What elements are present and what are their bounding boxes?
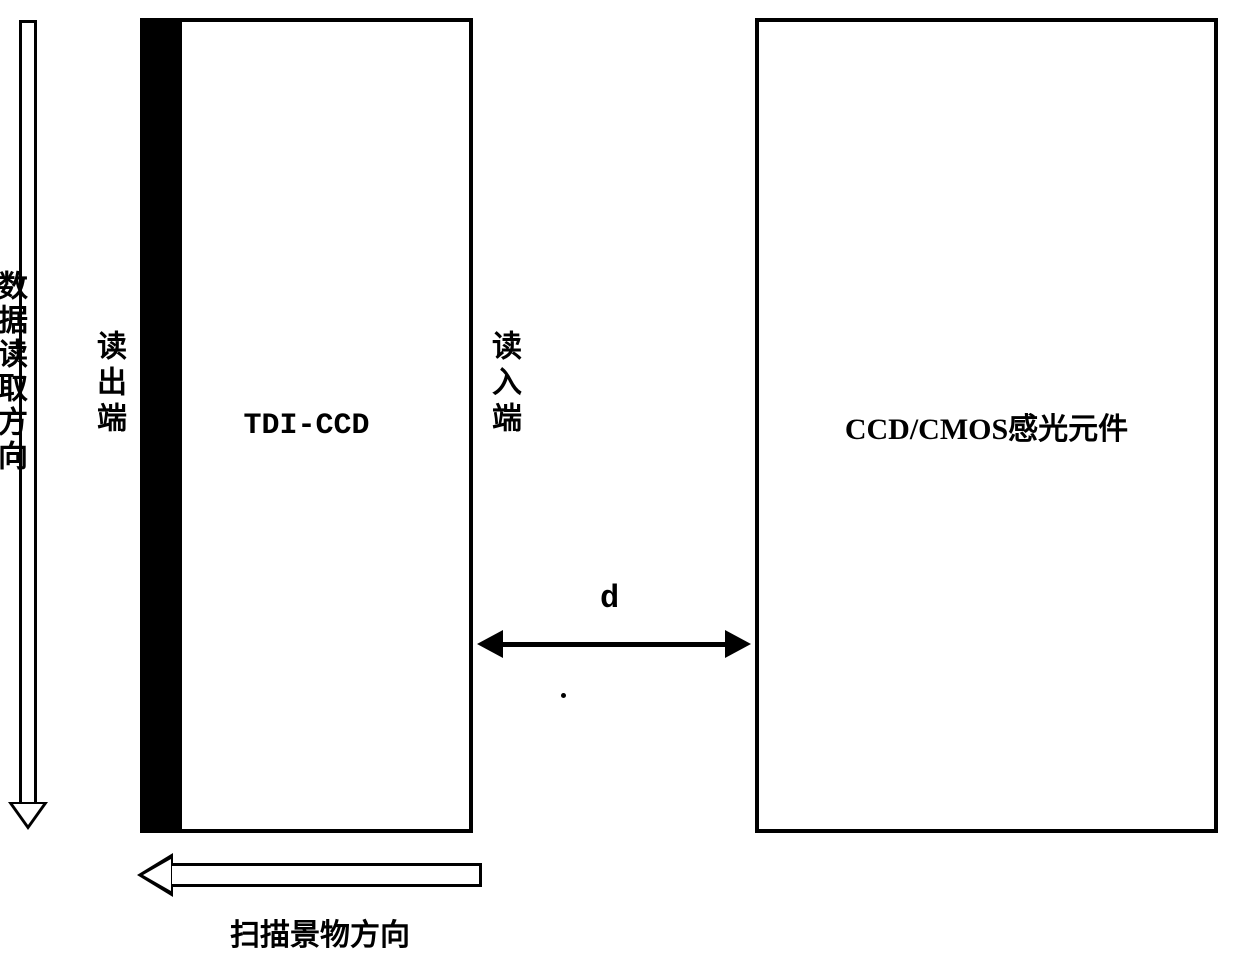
data-read-direction-label: 数据读取方向 xyxy=(0,270,26,474)
diagram-container: 数据读取方向 读出端 TDI-CCD 读入端 CCD/CMOS感光元件 d 扫描… xyxy=(0,0,1240,959)
scan-direction-label: 扫描景物方向 xyxy=(230,910,410,954)
d-arrow-head-right xyxy=(725,630,751,658)
tdi-readout-blackbar xyxy=(144,22,182,829)
tdi-ccd-box: TDI-CCD xyxy=(140,18,473,833)
small-dot xyxy=(561,693,566,698)
d-arrow-line xyxy=(499,642,730,647)
readout-end-label: 读出端 xyxy=(90,330,126,438)
vert-arrow-head xyxy=(8,802,48,830)
ccd-cmos-label: CCD/CMOS感光元件 xyxy=(845,404,1128,448)
horiz-arrow-head xyxy=(137,853,173,897)
tdi-ccd-label: TDI-CCD xyxy=(243,409,369,443)
distance-d-arrow xyxy=(477,620,751,670)
readin-end-label: 读入端 xyxy=(485,330,521,438)
horiz-arrow-shaft xyxy=(172,863,482,887)
ccd-cmos-box: CCD/CMOS感光元件 xyxy=(755,18,1218,833)
distance-d-label: d xyxy=(600,580,619,617)
scan-direction-arrow xyxy=(137,853,482,897)
